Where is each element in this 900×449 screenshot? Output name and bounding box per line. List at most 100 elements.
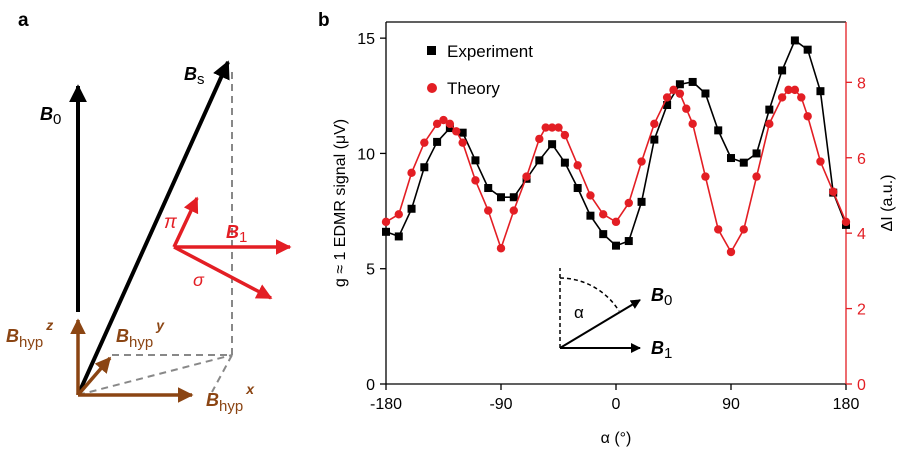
panel-a: a B0 Bs π B1 σ Bhypz Bhypy Bhypx: [6, 10, 292, 415]
theory-point: [790, 85, 800, 95]
theory-point: [739, 225, 748, 234]
panel-a-label: a: [18, 10, 29, 31]
theory-point: [496, 244, 506, 253]
experiment-point: [637, 197, 646, 206]
bs-arrow: [76, 60, 230, 396]
theory-point: [650, 119, 659, 129]
legend-label-theory: Theory: [447, 79, 500, 98]
theory-line: [385, 88, 847, 254]
theory-point: [797, 93, 806, 102]
theory-point: [752, 172, 761, 181]
theory-point: [471, 176, 480, 185]
legend-marker-theory: [427, 83, 437, 93]
b0-label: B0: [40, 104, 61, 128]
y2-tick-label: 0: [857, 377, 866, 394]
bhyp-x-label: Bhypx: [206, 381, 255, 415]
experiment-point: [688, 77, 697, 86]
series-layer: [381, 36, 851, 257]
legend: Experiment Theory: [427, 42, 533, 98]
theory-point: [669, 85, 678, 95]
theory-point: [624, 198, 633, 208]
experiment-point: [816, 87, 825, 96]
theory-point: [445, 119, 455, 129]
theory-point: [675, 89, 685, 98]
y2-tick-label: 4: [857, 226, 866, 243]
pi-arrow: [172, 196, 199, 248]
inset-b0-label: B0: [651, 285, 672, 309]
experiment-point: [675, 80, 684, 89]
b1-label: B1: [226, 222, 247, 246]
dashed-diagonal: [77, 354, 233, 396]
theory-point: [586, 191, 595, 200]
theory-point: [535, 134, 544, 144]
theory-point: [573, 161, 582, 170]
sigma-arrow: [173, 245, 273, 300]
y2-ticks: 0 2 4 6 8: [846, 75, 866, 394]
theory-point: [611, 217, 621, 227]
experiment-point: [445, 124, 454, 133]
theory-point: [522, 172, 531, 181]
experiment-point: [407, 204, 416, 213]
theory-point: [452, 127, 461, 136]
x-ticks: -180 -90 0 90 180: [370, 384, 859, 413]
experiment-point: [484, 184, 493, 193]
experiment-point: [394, 232, 403, 241]
experiment-point: [535, 156, 544, 165]
bs-label: Bs: [184, 64, 205, 88]
inset-b1-label: B1: [651, 338, 672, 362]
y-ticks: 0 5 10 15: [357, 31, 386, 394]
theory-point: [662, 93, 672, 102]
x-tick-label: 180: [833, 396, 860, 413]
y-tick-label: 10: [357, 146, 375, 163]
experiment-point: [650, 135, 659, 144]
theory-point: [784, 85, 793, 95]
experiment-point: [752, 149, 761, 158]
theory-point: [509, 206, 518, 215]
legend-label-experiment: Experiment: [447, 42, 533, 61]
bhyp-y-arrow: [76, 356, 112, 397]
y2-tick-label: 8: [857, 75, 866, 92]
experiment-point: [420, 163, 429, 172]
inset-diagram: α B0 B1: [559, 268, 672, 362]
y2-tick-label: 6: [857, 151, 866, 168]
theory-point: [682, 104, 691, 113]
experiment-point: [714, 126, 723, 135]
experiment-point: [433, 137, 442, 146]
theory-point: [637, 157, 646, 166]
plot-frame: [385, 21, 847, 385]
theory-point: [458, 138, 467, 147]
theory-point: [554, 123, 563, 132]
experiment-point: [548, 140, 557, 149]
y-tick-label: 5: [366, 262, 375, 279]
y-tick-label: 15: [357, 31, 375, 48]
theory-point: [439, 115, 448, 125]
y-axis-label: g ≈ 1 EDMR signal (μV): [332, 119, 349, 287]
experiment-point: [778, 66, 787, 75]
panel-b-label: b: [318, 10, 330, 31]
experiment-point: [727, 154, 735, 163]
x-tick-label: -90: [489, 396, 512, 413]
y2-tick-label: 2: [857, 302, 866, 319]
theory-point: [688, 119, 697, 129]
experiment-point: [586, 211, 595, 220]
theory-point: [420, 138, 429, 147]
theory-point: [701, 172, 710, 181]
theory-point: [547, 123, 557, 132]
theory-point: [816, 157, 825, 166]
experiment-point: [790, 36, 799, 45]
experiment-point: [382, 227, 390, 236]
experiment-point: [471, 156, 480, 165]
legend-marker-experiment: [427, 46, 436, 55]
experiment-point: [739, 158, 748, 167]
theory-point: [560, 130, 570, 140]
experiment-point: [458, 128, 467, 137]
theory-point: [714, 225, 723, 234]
x-tick-label: 90: [722, 396, 740, 413]
experiment-point: [624, 237, 633, 246]
panel-b: b -180 -90 0 90 180 0 5 10 15 0 2 4 6 8 α (°) g ≈ 1…: [318, 10, 896, 447]
dashed-right-edge: [211, 354, 233, 393]
experiment-point: [509, 193, 518, 202]
inset-alpha-label: α: [574, 303, 584, 322]
theory-point: [599, 210, 608, 219]
